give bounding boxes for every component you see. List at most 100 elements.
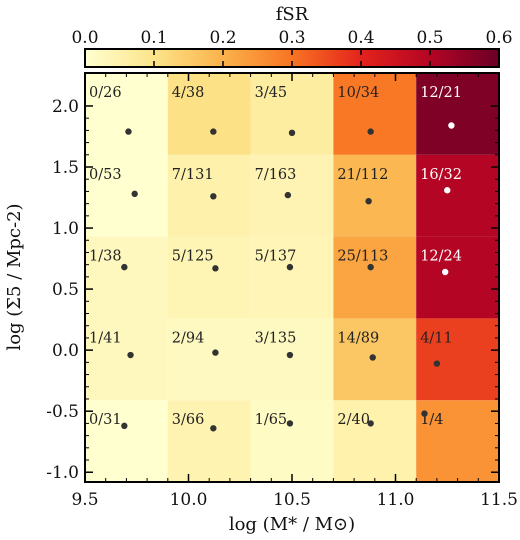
cell-count-label: 5/125	[172, 249, 214, 265]
cell-count-label: 0/53	[89, 167, 122, 183]
x-tick-label: 9.5	[71, 490, 98, 510]
cell-count-label: 5/137	[255, 249, 297, 265]
heatmap-cell	[85, 154, 168, 237]
heatmap-cell	[333, 236, 417, 319]
colorbar-tick-label: 0.3	[278, 28, 305, 48]
heatmap-cell	[416, 318, 499, 401]
cell-count-label: 3/135	[255, 330, 297, 346]
cell-count-label: 12/24	[420, 249, 462, 265]
heatmap-cell	[85, 400, 168, 482]
heatmap-cell	[333, 73, 417, 155]
mean-point	[284, 191, 292, 199]
y-tick-label: -1.0	[46, 463, 79, 483]
cell-count-label: 12/21	[420, 85, 462, 101]
mean-point	[286, 351, 294, 359]
cell-count-label: 16/32	[420, 167, 462, 183]
mean-point	[448, 122, 455, 129]
y-tick-label: 0.5	[52, 280, 79, 300]
cell-count-label: 4/11	[420, 330, 453, 346]
colorbar-ticks: 0.0 0.1 0.2 0.3 0.4 0.5 0.6	[71, 28, 513, 67]
heatmap-cell	[85, 236, 168, 319]
mean-point	[441, 268, 449, 276]
heatmap-cell	[250, 318, 334, 401]
heatmap-cell	[416, 73, 499, 155]
mean-point	[121, 263, 128, 271]
mean-point	[131, 190, 138, 198]
mean-point	[369, 354, 376, 361]
x-tick-label: 11.5	[480, 490, 518, 510]
heatmap-cell	[416, 154, 499, 237]
heatmap-cell	[250, 236, 334, 319]
y-tick-label: 1.5	[52, 158, 79, 178]
heatmap-cell	[416, 236, 499, 319]
heatmap-cell	[416, 400, 499, 482]
heatmap-cell	[250, 154, 334, 237]
mean-point	[210, 193, 217, 200]
colorbar-tick-label: 0.1	[140, 28, 167, 48]
heatmap-cell	[167, 400, 251, 482]
mean-point	[127, 351, 134, 359]
cell-count-label: 2/40	[337, 412, 370, 428]
heatmap-cell	[250, 400, 334, 482]
colorbar-tick-label: 0.0	[71, 28, 98, 48]
heatmap-cell	[250, 73, 334, 155]
mean-point	[367, 128, 374, 135]
y-tick-label: 1.0	[52, 219, 79, 239]
heatmap-cells	[85, 73, 499, 482]
mean-point	[288, 129, 296, 137]
heatmap-cell	[333, 400, 417, 482]
mean-point	[367, 420, 374, 427]
x-axis-title: log (M* / M⊙)	[229, 514, 355, 535]
cell-count-label: 1/38	[89, 249, 122, 265]
mean-point	[121, 422, 128, 430]
cell-count-label: 1/41	[89, 330, 122, 346]
cell-count-label: 14/89	[337, 330, 379, 346]
cell-labels: 0/31 3/66 1/65 2/40 1/41/41 2/94 3/135 14/89 4/1…	[89, 85, 462, 428]
cell-count-label: 0/26	[89, 85, 122, 101]
mean-point	[433, 360, 441, 367]
cell-count-label: 21/112	[337, 167, 388, 183]
x-tick-label: 10.5	[273, 490, 311, 510]
x-tick-label: 11.0	[377, 490, 415, 510]
mean-points	[121, 122, 455, 432]
y-tick-label: -0.5	[46, 402, 79, 422]
mean-point	[212, 349, 219, 356]
colorbar-tick-label: 0.5	[416, 28, 443, 48]
y-tick-label: 0.0	[52, 341, 79, 361]
cell-count-label: 25/113	[337, 249, 388, 265]
heatmap-cell	[167, 154, 251, 237]
colorbar-label: fSR	[276, 4, 309, 25]
mean-point	[210, 425, 217, 432]
mean-point	[421, 410, 428, 417]
cell-count-label: 2/94	[172, 330, 205, 346]
heatmap-cell	[167, 73, 251, 155]
cell-count-label: 0/31	[89, 412, 122, 428]
mean-point	[444, 187, 451, 194]
y-tick-label: 2.0	[52, 97, 79, 117]
mean-point	[286, 420, 294, 427]
cell-count-label: 7/131	[172, 167, 214, 183]
heatmap-cell	[167, 236, 251, 319]
y-axis-title: log (Σ5 / Mpc-2)	[4, 203, 25, 350]
cell-count-label: 1/65	[255, 412, 288, 428]
colorbar-tick-label: 0.4	[347, 28, 374, 48]
mean-point	[365, 197, 372, 205]
cell-count-label: 4/38	[172, 85, 205, 101]
heatmap-cell	[85, 318, 168, 401]
mean-point	[210, 128, 217, 135]
cell-count-label: 3/45	[255, 85, 288, 101]
mean-point	[212, 265, 219, 272]
axes: 9.5 10.0 10.5 11.0 11.5 -1.0 -0.5 0.0 0.5 1.0 1.5 2…	[46, 73, 518, 510]
mean-point	[125, 128, 132, 135]
colorbar-tick-label: 0.6	[485, 28, 512, 48]
colorbar-tick-label: 0.2	[209, 28, 236, 48]
mean-point	[286, 263, 294, 271]
cell-count-label: 3/66	[172, 412, 205, 428]
x-tick-label: 10.0	[170, 490, 208, 510]
heatmap-cell	[85, 73, 168, 155]
heatmap-cell	[333, 154, 417, 237]
heatmap-cell	[167, 318, 251, 401]
cell-count-label: 7/163	[255, 167, 297, 183]
